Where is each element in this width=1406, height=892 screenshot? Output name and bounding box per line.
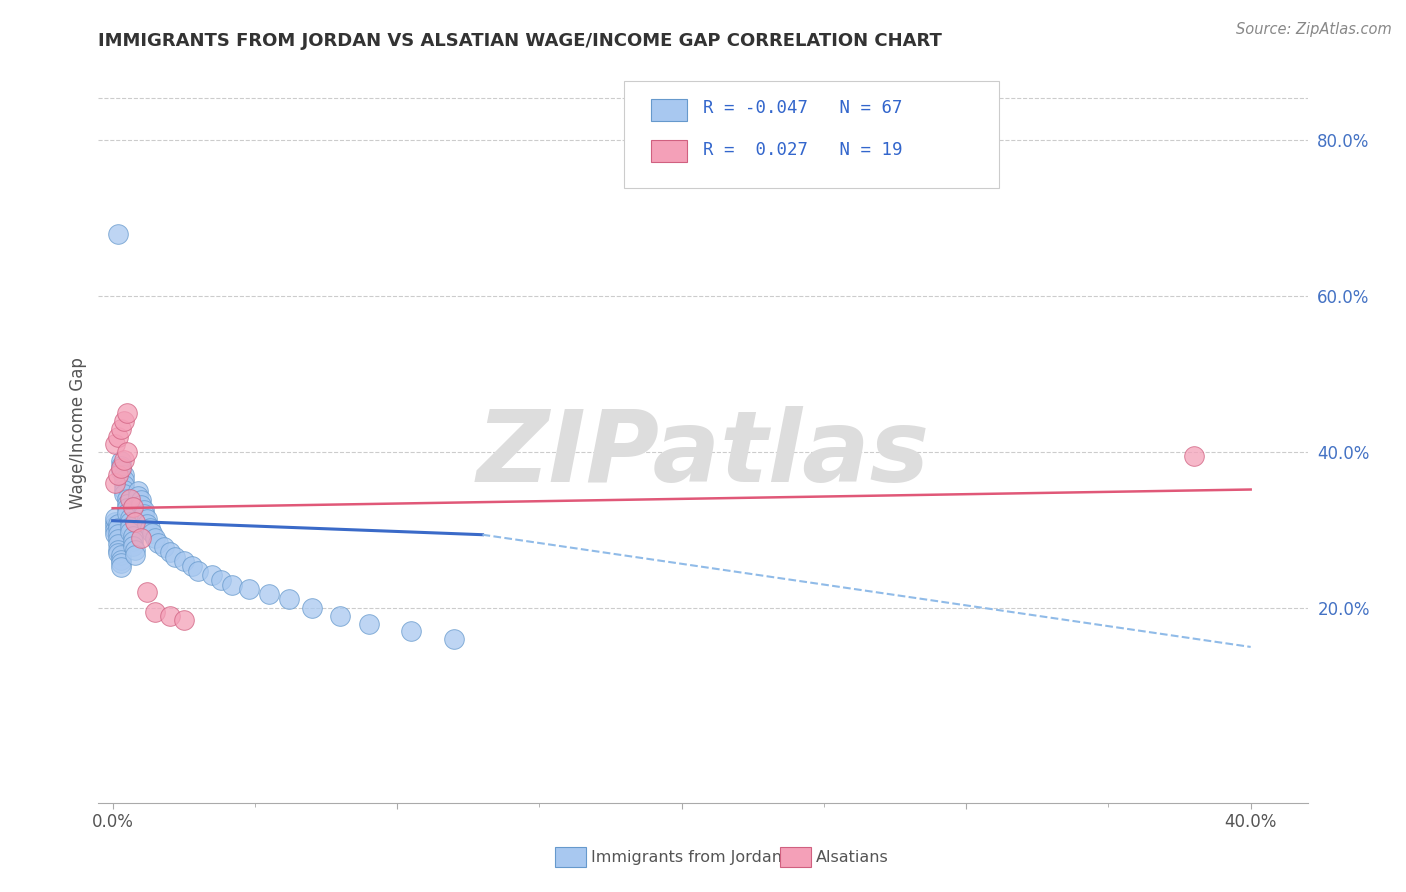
Point: [115, 506, 138, 520]
Text: Immigrants from Jordan: Immigrants from Jordan: [591, 850, 782, 864]
Point: [107, 546, 129, 560]
Point: [118, 515, 141, 529]
Point: [129, 493, 152, 508]
Point: [115, 406, 138, 420]
Point: [110, 560, 132, 574]
Point: [173, 613, 195, 627]
Text: IMMIGRANTS FROM JORDAN VS ALSATIAN WAGE/INCOME GAP CORRELATION CHART: IMMIGRANTS FROM JORDAN VS ALSATIAN WAGE/…: [98, 32, 942, 50]
Point: [143, 531, 166, 545]
Point: [112, 473, 135, 487]
Y-axis label: Wage/Income Gap: Wage/Income Gap: [69, 357, 87, 508]
Point: [127, 489, 149, 503]
Point: [110, 454, 132, 468]
Point: [159, 545, 181, 559]
Point: [401, 624, 423, 639]
Point: [173, 554, 195, 568]
Point: [124, 548, 146, 562]
Point: [110, 460, 132, 475]
Point: [104, 437, 127, 451]
Point: [118, 491, 141, 506]
Point: [110, 548, 132, 562]
Point: [132, 502, 155, 516]
Point: [209, 573, 232, 587]
Text: Source: ZipAtlas.com: Source: ZipAtlas.com: [1236, 22, 1392, 37]
Point: [110, 459, 132, 474]
Point: [118, 520, 141, 534]
Point: [187, 564, 209, 578]
FancyBboxPatch shape: [624, 81, 1000, 188]
Point: [129, 531, 152, 545]
Text: ZIPatlas: ZIPatlas: [477, 407, 929, 503]
Point: [110, 464, 132, 478]
Text: R = -0.047   N = 67: R = -0.047 N = 67: [703, 99, 903, 118]
Point: [110, 556, 132, 570]
Point: [132, 508, 155, 522]
Point: [115, 491, 138, 506]
Point: [159, 608, 181, 623]
Point: [238, 582, 260, 597]
Point: [201, 568, 224, 582]
Point: [115, 445, 138, 459]
Point: [104, 511, 127, 525]
Point: [127, 484, 149, 499]
Point: [107, 227, 129, 241]
Point: [107, 429, 129, 443]
Point: [121, 539, 143, 553]
Point: [124, 543, 146, 558]
Point: [112, 414, 135, 428]
Point: [278, 591, 301, 606]
Point: [135, 585, 157, 599]
Point: [118, 524, 141, 539]
Point: [112, 453, 135, 467]
Point: [118, 510, 141, 524]
Point: [146, 535, 169, 549]
Point: [107, 521, 129, 535]
Point: [104, 527, 127, 541]
Point: [104, 515, 127, 529]
Point: [135, 512, 157, 526]
Point: [141, 526, 163, 541]
Point: [107, 468, 129, 483]
Text: Alsatians: Alsatians: [815, 850, 889, 864]
Point: [107, 527, 129, 541]
Point: [107, 542, 129, 557]
Point: [107, 533, 129, 547]
Point: [357, 616, 380, 631]
Point: [110, 552, 132, 566]
Point: [143, 605, 166, 619]
Point: [221, 577, 243, 591]
Point: [107, 537, 129, 551]
Point: [257, 587, 280, 601]
Point: [443, 632, 465, 647]
Point: [138, 521, 160, 535]
Point: [181, 558, 204, 573]
Point: [104, 476, 127, 491]
Point: [115, 501, 138, 516]
Point: [121, 500, 143, 514]
Point: [329, 608, 352, 623]
Point: [112, 487, 135, 501]
Point: [121, 529, 143, 543]
Point: [124, 515, 146, 529]
Point: [107, 516, 129, 531]
FancyBboxPatch shape: [651, 140, 688, 162]
Point: [301, 601, 323, 615]
Point: [129, 498, 152, 512]
Point: [112, 468, 135, 483]
Point: [121, 533, 143, 548]
Point: [153, 540, 176, 554]
Point: [112, 478, 135, 492]
Point: [165, 549, 187, 564]
Point: [104, 519, 127, 533]
FancyBboxPatch shape: [651, 99, 688, 121]
Point: [115, 497, 138, 511]
Point: [104, 523, 127, 537]
Point: [110, 422, 132, 436]
Point: [112, 483, 135, 497]
Point: [135, 516, 157, 531]
Point: [1182, 449, 1205, 463]
Text: R =  0.027   N = 19: R = 0.027 N = 19: [703, 141, 903, 159]
